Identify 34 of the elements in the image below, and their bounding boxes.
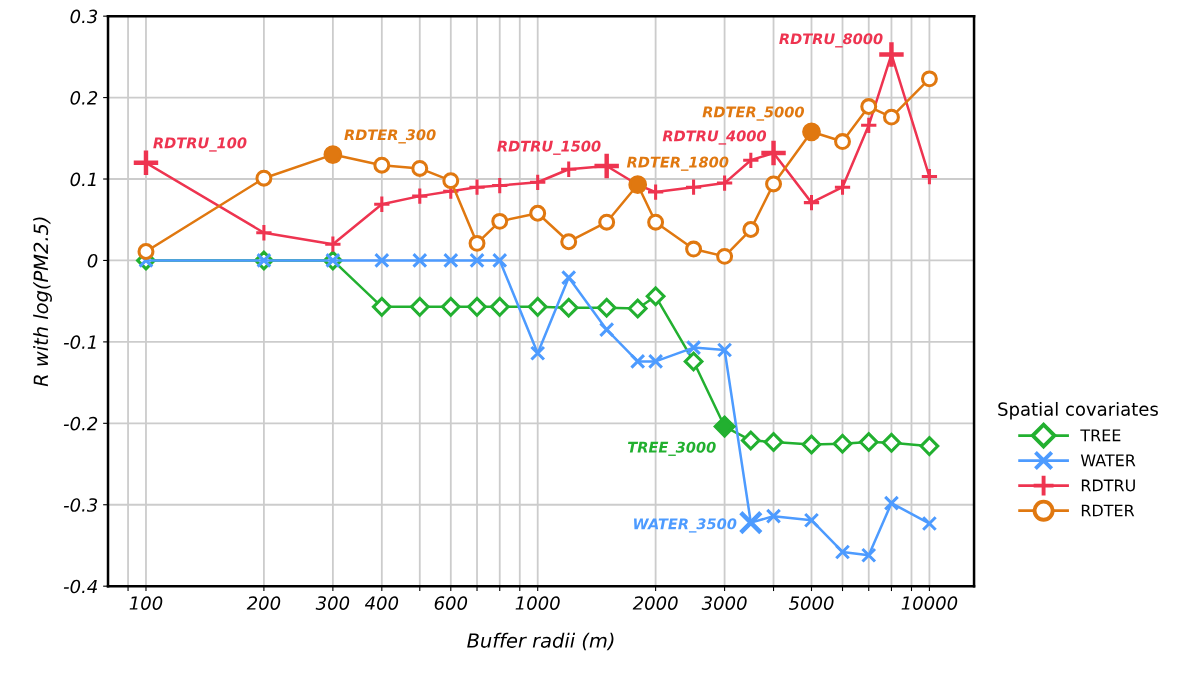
legend-label: RDTRU — [1081, 479, 1135, 492]
x-tick-label: 300 — [315, 596, 350, 610]
x-tick-label: 5000 — [788, 596, 834, 610]
x-axis-title: Buffer radii (m) — [467, 632, 614, 651]
legend-label: WATER — [1080, 454, 1136, 467]
legend-label: RDTER — [1081, 504, 1135, 517]
x-tick-label: 200 — [246, 596, 281, 610]
y-tick-label: -0.1 — [63, 335, 96, 349]
y-tick-label: 0.3 — [70, 9, 98, 24]
annotation: RDTER_5000 — [702, 106, 805, 121]
legend-title: Spatial covariates — [998, 401, 1158, 420]
x-tick-label: 10000 — [901, 596, 958, 610]
annotation: RDTER_1800 — [626, 156, 729, 171]
x-tick-label: 3000 — [701, 596, 747, 610]
x-tick-label: 400 — [364, 596, 399, 610]
y-tick-label: -0.4 — [63, 579, 98, 594]
y-tick-label: 0 — [87, 253, 98, 268]
y-tick-label: 0.2 — [70, 91, 98, 105]
legend-label: TREE — [1080, 429, 1121, 442]
x-tick-label: 600 — [434, 596, 468, 610]
annotation: RDTRU_1500 — [497, 140, 601, 155]
annotation: WATER_3500 — [634, 518, 737, 533]
y-tick-label: -0.3 — [63, 498, 98, 512]
y-tick-label: -0.2 — [63, 416, 98, 431]
x-tick-label: 2000 — [632, 596, 678, 610]
x-tick-label: 100 — [129, 596, 163, 610]
y-axis-title: R with log(PM2.5) — [33, 217, 52, 387]
annotation: RDTRU_8000 — [779, 33, 883, 48]
x-tick-label: 1000 — [515, 596, 560, 610]
y-tick-label: 0.1 — [70, 172, 96, 187]
annotation: RDTRU_100 — [153, 137, 247, 152]
annotation: RDTRU_4000 — [662, 130, 767, 145]
annotation: RDTER_300 — [344, 129, 436, 144]
annotation: TREE_3000 — [627, 441, 716, 456]
